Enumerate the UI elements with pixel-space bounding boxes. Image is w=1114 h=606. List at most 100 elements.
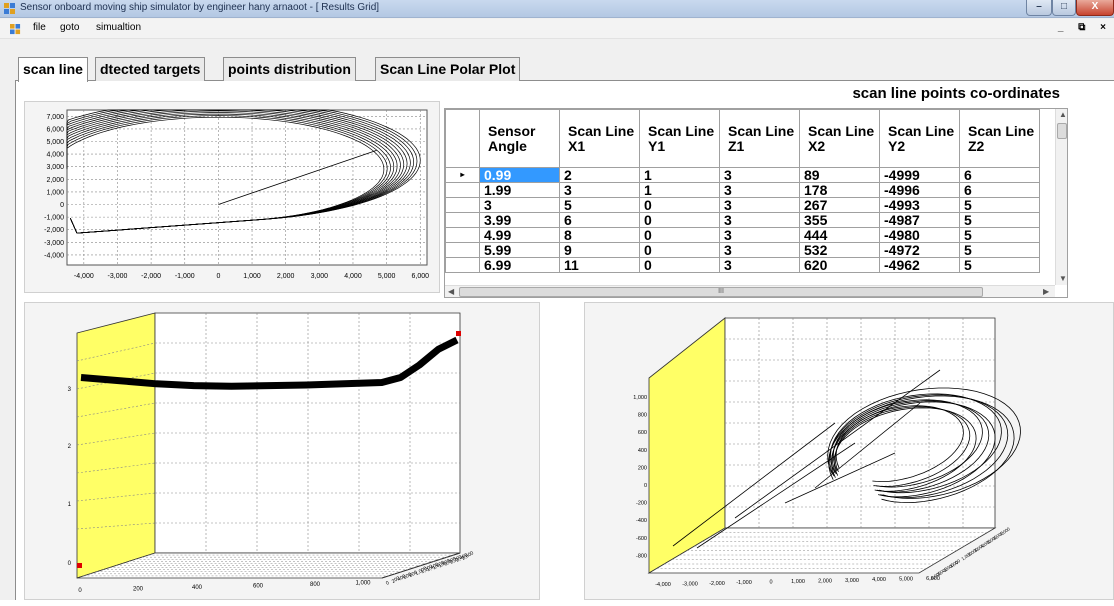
table-cell[interactable]: -4999: [879, 167, 960, 183]
row-header[interactable]: ▸: [445, 167, 480, 183]
table-cell[interactable]: 3: [719, 242, 800, 258]
table-cell[interactable]: -4962: [879, 257, 960, 273]
table-cell[interactable]: 5: [959, 242, 1040, 258]
scroll-left-arrow-icon[interactable]: ◀: [448, 287, 455, 296]
table-cell[interactable]: 6: [559, 212, 640, 228]
table-cell[interactable]: 5: [959, 212, 1040, 228]
table-cell[interactable]: -4996: [879, 182, 960, 198]
table-cell[interactable]: 3: [719, 257, 800, 273]
grid-title: scan line points co-ordinates: [852, 85, 1060, 102]
table-cell[interactable]: 6.99: [479, 257, 560, 273]
table-cell[interactable]: 0: [639, 257, 720, 273]
table-row[interactable]: ▸ 0.99 2 1 3 89 -4999 6: [445, 167, 1040, 183]
table-cell[interactable]: -4972: [879, 242, 960, 258]
column-header[interactable]: Scan Line Y2: [879, 109, 960, 168]
vertical-scrollbar[interactable]: ▲ ▼: [1055, 109, 1067, 285]
scroll-right-arrow-icon[interactable]: ▶: [1043, 287, 1050, 296]
column-header[interactable]: Sensor Angle: [479, 109, 560, 168]
table-cell[interactable]: 4.99: [479, 227, 560, 243]
row-header[interactable]: [445, 212, 480, 228]
table-cell[interactable]: 9: [559, 242, 640, 258]
table-row[interactable]: 3 5 0 3 267 -4993 5: [445, 197, 1040, 213]
table-cell[interactable]: 8: [559, 227, 640, 243]
row-header[interactable]: [445, 197, 480, 213]
y-tick-label: 3,000: [46, 164, 64, 171]
close-button[interactable]: X: [1076, 0, 1114, 16]
menu-simulation[interactable]: simualtion: [96, 22, 142, 33]
table-row[interactable]: 1.99 3 1 3 178 -4996 6: [445, 182, 1040, 198]
table-row[interactable]: 3.99 6 0 3 355 -4987 5: [445, 212, 1040, 228]
table-cell[interactable]: 0.99: [479, 167, 560, 183]
column-header[interactable]: Scan Line Y1: [639, 109, 720, 168]
vertical-scroll-thumb[interactable]: [1057, 123, 1067, 139]
column-header[interactable]: Scan Line Z2: [959, 109, 1040, 168]
x-tick-label: 2,000: [818, 578, 832, 584]
table-cell[interactable]: 267: [799, 197, 880, 213]
minimize-button[interactable]: –: [1026, 0, 1052, 16]
tab-scan-line-polar-plot[interactable]: Scan Line Polar Plot: [375, 57, 521, 81]
table-cell[interactable]: 5: [959, 197, 1040, 213]
table-cell[interactable]: 3: [479, 197, 560, 213]
table-cell[interactable]: 3: [719, 197, 800, 213]
table-row[interactable]: 6.99 11 0 3 620 -4962 5: [445, 257, 1040, 273]
horizontal-scrollbar[interactable]: ◀ III ▶: [445, 285, 1055, 297]
table-cell[interactable]: 0: [639, 212, 720, 228]
table-cell[interactable]: -4987: [879, 212, 960, 228]
table-cell[interactable]: 2: [559, 167, 640, 183]
scan-loop-series: [830, 393, 1002, 494]
horizontal-scroll-thumb[interactable]: III: [459, 287, 983, 297]
table-cell[interactable]: 444: [799, 227, 880, 243]
mdi-child-icon[interactable]: [10, 24, 21, 35]
table-cell[interactable]: 620: [799, 257, 880, 273]
table-cell[interactable]: 6: [959, 167, 1040, 183]
row-header[interactable]: [445, 242, 480, 258]
z-tick-label: 2,200: [449, 554, 463, 566]
table-cell[interactable]: 3: [719, 182, 800, 198]
table-cell[interactable]: 11: [559, 257, 640, 273]
column-header[interactable]: Scan Line X1: [559, 109, 640, 168]
table-cell[interactable]: 5: [959, 257, 1040, 273]
table-cell[interactable]: 6: [959, 182, 1040, 198]
table-cell[interactable]: 178: [799, 182, 880, 198]
title-bar[interactable]: Sensor onboard moving ship simulator by …: [0, 0, 1114, 18]
table-cell[interactable]: 0: [639, 242, 720, 258]
table-cell[interactable]: 5: [559, 197, 640, 213]
table-cell[interactable]: 1: [639, 182, 720, 198]
tab-points-distribution[interactable]: points distribution: [223, 57, 356, 81]
scroll-down-arrow-icon[interactable]: ▼: [1059, 274, 1067, 283]
table-cell[interactable]: 3: [719, 227, 800, 243]
column-header[interactable]: Scan Line X2: [799, 109, 880, 168]
table-cell[interactable]: -4993: [879, 197, 960, 213]
table-cell[interactable]: 5: [959, 227, 1040, 243]
table-cell[interactable]: 1: [639, 167, 720, 183]
z-tick-label: 4,000: [980, 538, 992, 549]
row-header[interactable]: [445, 227, 480, 243]
maximize-button[interactable]: □: [1052, 0, 1076, 16]
table-cell[interactable]: 3.99: [479, 212, 560, 228]
tab-scan-line[interactable]: scan line: [18, 57, 88, 82]
table-cell[interactable]: 3: [719, 212, 800, 228]
table-cell[interactable]: 1.99: [479, 182, 560, 198]
table-cell[interactable]: 5.99: [479, 242, 560, 258]
menu-goto[interactable]: goto: [60, 22, 80, 33]
table-row[interactable]: 5.99 9 0 3 532 -4972 5: [445, 242, 1040, 258]
row-header-corner[interactable]: [445, 109, 480, 168]
table-cell[interactable]: 89: [799, 167, 880, 183]
table-cell[interactable]: 3: [559, 182, 640, 198]
table-cell[interactable]: 532: [799, 242, 880, 258]
table-cell[interactable]: 0: [639, 227, 720, 243]
scroll-up-arrow-icon[interactable]: ▲: [1059, 110, 1067, 119]
table-cell[interactable]: 355: [799, 212, 880, 228]
column-header[interactable]: Scan Line Z1: [719, 109, 800, 168]
x-tick-label: 6,000: [412, 273, 430, 280]
table-cell[interactable]: -4980: [879, 227, 960, 243]
menu-file[interactable]: file: [33, 22, 46, 33]
tab-detected-targets[interactable]: dtected targets: [95, 57, 206, 81]
mdi-window-controls[interactable]: _ ⧉ ×: [1057, 22, 1112, 33]
table-cell[interactable]: 3: [719, 167, 800, 183]
row-header[interactable]: [445, 257, 480, 273]
row-header[interactable]: [445, 182, 480, 198]
results-grid[interactable]: Sensor Angle Scan Line X1 Scan Line Y1 S…: [444, 108, 1068, 298]
table-cell[interactable]: 0: [639, 197, 720, 213]
table-row[interactable]: 4.99 8 0 3 444 -4980 5: [445, 227, 1040, 243]
